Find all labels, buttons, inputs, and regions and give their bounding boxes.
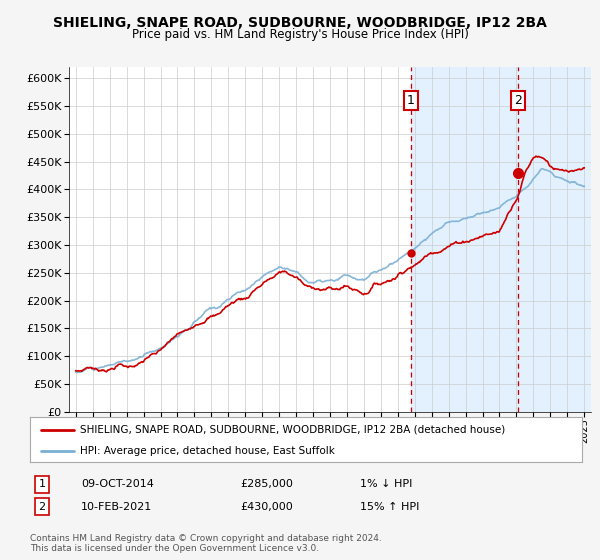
Text: 15% ↑ HPI: 15% ↑ HPI <box>360 502 419 512</box>
Bar <box>411 67 591 412</box>
Text: SHIELING, SNAPE ROAD, SUDBOURNE, WOODBRIDGE, IP12 2BA: SHIELING, SNAPE ROAD, SUDBOURNE, WOODBRI… <box>53 16 547 30</box>
Text: £285,000: £285,000 <box>240 479 293 489</box>
Text: 2: 2 <box>38 502 46 512</box>
Text: 1: 1 <box>407 94 415 107</box>
Text: 1% ↓ HPI: 1% ↓ HPI <box>360 479 412 489</box>
Text: 09-OCT-2014: 09-OCT-2014 <box>81 479 154 489</box>
Text: £430,000: £430,000 <box>240 502 293 512</box>
Text: 1: 1 <box>38 479 46 489</box>
Text: 10-FEB-2021: 10-FEB-2021 <box>81 502 152 512</box>
Text: Price paid vs. HM Land Registry's House Price Index (HPI): Price paid vs. HM Land Registry's House … <box>131 28 469 41</box>
Text: 2: 2 <box>514 94 522 107</box>
Text: Contains HM Land Registry data © Crown copyright and database right 2024.
This d: Contains HM Land Registry data © Crown c… <box>30 534 382 553</box>
Text: SHIELING, SNAPE ROAD, SUDBOURNE, WOODBRIDGE, IP12 2BA (detached house): SHIELING, SNAPE ROAD, SUDBOURNE, WOODBRI… <box>80 424 505 435</box>
Text: HPI: Average price, detached house, East Suffolk: HPI: Average price, detached house, East… <box>80 446 335 456</box>
